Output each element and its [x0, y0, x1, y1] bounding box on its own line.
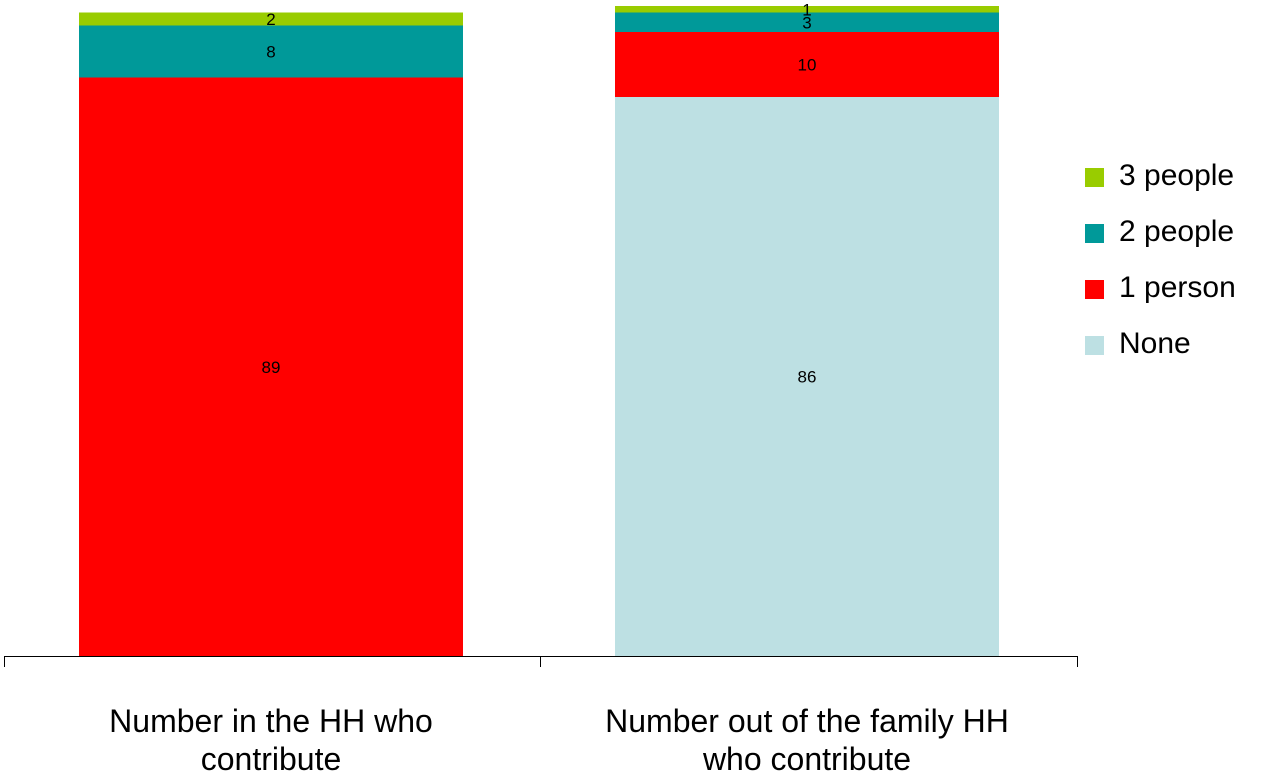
value-labels-group: 89 8 2 86 10 31	[262, 0, 817, 386]
x-tick-label: Number out of the family HH who contribu…	[605, 703, 1009, 777]
bar-segment	[79, 25, 463, 78]
legend-swatch	[1085, 168, 1104, 187]
data-label: 86	[798, 368, 817, 387]
x-axis	[4, 656, 1078, 667]
legend-label: None	[1119, 327, 1191, 360]
legend-swatch	[1085, 336, 1104, 355]
bar-segment	[615, 12, 999, 32]
legend-swatch	[1085, 280, 1104, 299]
data-label: 2	[266, 10, 275, 29]
bar-segment	[79, 77, 463, 656]
data-label: 8	[266, 43, 275, 62]
bar-segment	[615, 97, 999, 656]
legend-label: 1 person	[1119, 271, 1236, 304]
data-label: 1	[802, 0, 811, 19]
data-label: 89	[262, 358, 281, 377]
x-tick-label: Number in the HH who contribute	[109, 703, 433, 777]
data-label: 3	[802, 13, 811, 32]
bars-group	[79, 6, 999, 656]
data-label: 10	[798, 56, 817, 75]
legend-label: 2 people	[1119, 215, 1235, 248]
bar-segment	[615, 32, 999, 97]
legend-swatch	[1085, 224, 1104, 243]
bar-segment	[79, 12, 463, 26]
bar-segment	[615, 6, 999, 13]
legend-label: 3 people	[1119, 159, 1235, 192]
